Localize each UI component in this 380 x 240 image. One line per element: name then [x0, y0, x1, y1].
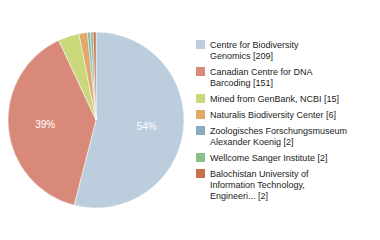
- legend-label: Wellcome Sanger Institute [2]: [210, 153, 327, 163]
- legend-item: Wellcome Sanger Institute [2]: [196, 153, 327, 163]
- legend-label: Naturalis Biodiversity Center [6]: [210, 110, 336, 120]
- legend-item: Zoologisches ForschungsmuseumAlexander K…: [196, 126, 347, 147]
- legend-item: Canadian Centre for DNABarcoding [151]: [196, 67, 313, 88]
- legend-swatch: [196, 169, 205, 178]
- legend-swatch: [196, 110, 205, 119]
- legend-swatch: [196, 40, 205, 49]
- pie-slice: [79, 32, 96, 120]
- legend-label: Zoologisches ForschungsmuseumAlexander K…: [210, 126, 347, 147]
- legend-label: Centre for BiodiversityGenomics [209]: [210, 40, 299, 61]
- legend-item: Balochistan University ofInformation Tec…: [196, 169, 309, 201]
- pie-slice: [93, 32, 96, 120]
- chart: 54% 39% Centre for BiodiversityGenomics [2…: [0, 0, 380, 240]
- legend-item: Centre for BiodiversityGenomics [209]: [196, 40, 299, 61]
- data-label: 54%: [137, 121, 157, 132]
- legend-swatch: [196, 67, 205, 76]
- legend: Centre for BiodiversityGenomics [209] Can…: [196, 40, 347, 201]
- data-labels: 54% 39%: [35, 119, 157, 132]
- legend-item: Mined from GenBank, NCBI [15]: [196, 94, 339, 104]
- legend-label: Mined from GenBank, NCBI [15]: [210, 94, 339, 104]
- legend-swatch: [196, 153, 205, 162]
- pie: [8, 32, 184, 208]
- pie-slice: [87, 32, 96, 120]
- data-label: 39%: [35, 119, 55, 130]
- legend-swatch: [196, 94, 205, 103]
- legend-item: Naturalis Biodiversity Center [6]: [196, 110, 336, 120]
- legend-swatch: [196, 126, 205, 135]
- legend-label: Canadian Centre for DNABarcoding [151]: [210, 67, 313, 88]
- legend-label: Balochistan University ofInformation Tec…: [210, 169, 309, 201]
- pie-slice: [90, 32, 96, 120]
